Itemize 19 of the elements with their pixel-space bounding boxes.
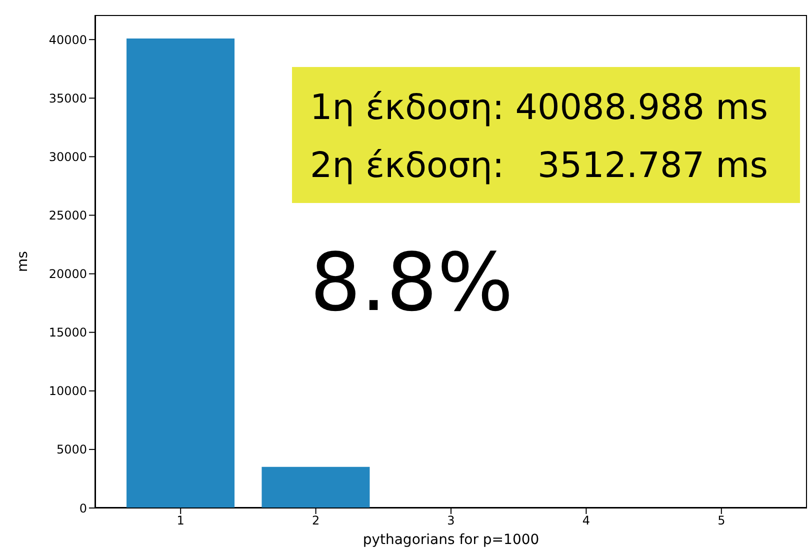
y-tick-label: 20000 — [48, 267, 87, 282]
x-tick-label: 5 — [718, 514, 726, 528]
x-tick-label: 1 — [176, 514, 184, 528]
annotation: 1η έκδοση: 40088.988 ms — [310, 87, 769, 130]
y-tick-label: 0 — [79, 501, 87, 516]
y-tick-label: 25000 — [48, 208, 87, 223]
y-tick-label: 40000 — [48, 32, 87, 47]
y-tick-label: 15000 — [48, 326, 87, 340]
y-tick-label: 5000 — [56, 442, 87, 457]
annotation: 2η έκδοση: 3512.787 ms — [310, 145, 769, 188]
x-tick-label: 2 — [312, 514, 320, 528]
y-tick-label: 10000 — [48, 384, 87, 398]
x-tick-label: 4 — [582, 514, 590, 528]
annotation: 8.8% — [310, 236, 514, 329]
y-tick-label: 30000 — [48, 150, 87, 164]
x-tick-label: 3 — [447, 514, 455, 528]
x-axis-title: pythagorians for p=1000 — [362, 532, 540, 548]
y-tick-label: 35000 — [48, 91, 87, 106]
y-axis-title: ms — [14, 251, 31, 272]
